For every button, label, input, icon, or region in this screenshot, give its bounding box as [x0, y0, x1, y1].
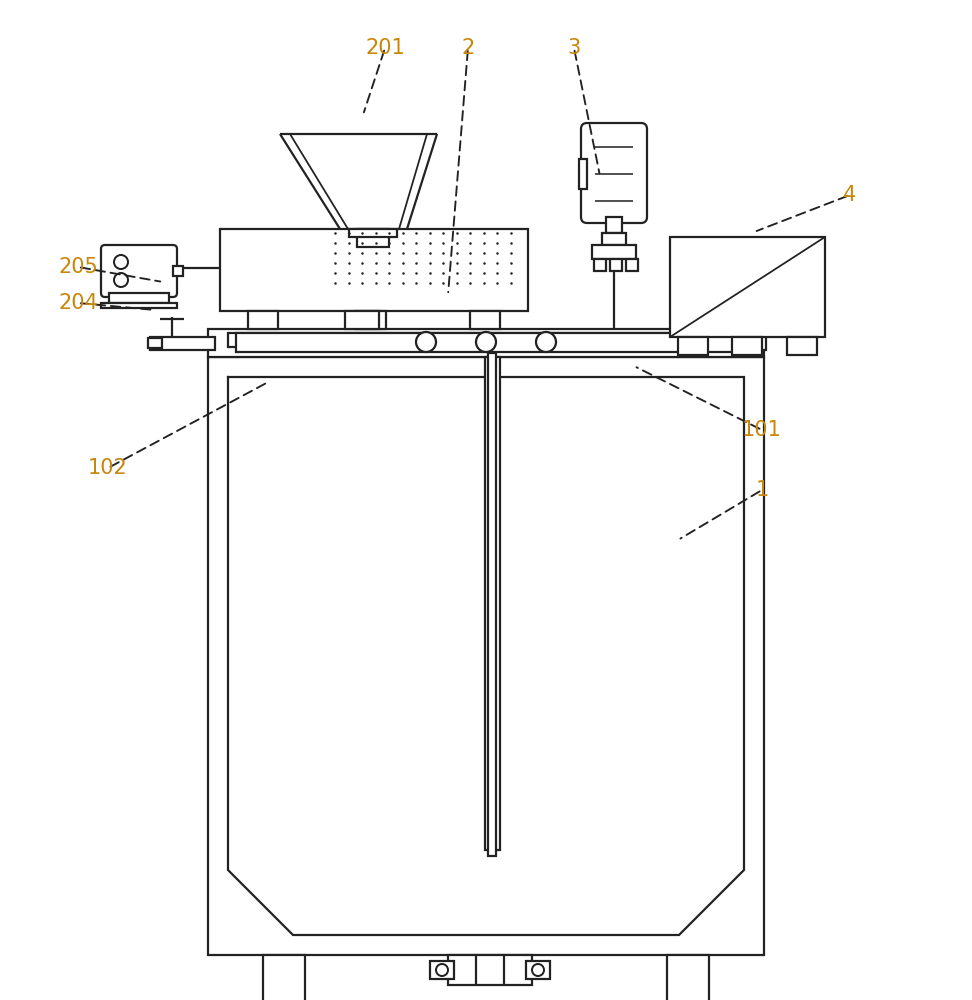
Text: 2: 2: [462, 38, 474, 58]
Bar: [592, 245, 636, 259]
Bar: [626, 259, 638, 271]
Bar: [606, 217, 622, 233]
Bar: [356, 311, 386, 329]
Bar: [263, 955, 305, 1000]
Bar: [357, 229, 389, 247]
Text: 101: 101: [743, 420, 781, 440]
Bar: [448, 955, 532, 985]
Bar: [236, 333, 736, 352]
Bar: [248, 311, 278, 329]
Bar: [208, 329, 764, 357]
Bar: [150, 337, 215, 350]
Text: 1: 1: [755, 480, 769, 500]
Circle shape: [114, 273, 128, 287]
Circle shape: [536, 332, 556, 352]
Bar: [667, 955, 709, 1000]
FancyBboxPatch shape: [581, 123, 647, 223]
Bar: [345, 311, 379, 329]
Bar: [101, 303, 177, 308]
Circle shape: [114, 255, 128, 269]
Bar: [148, 338, 162, 348]
Text: 4: 4: [844, 185, 856, 205]
Text: 3: 3: [568, 38, 580, 58]
Bar: [228, 333, 744, 347]
FancyBboxPatch shape: [101, 245, 177, 297]
Bar: [594, 259, 606, 271]
Bar: [602, 233, 626, 245]
Text: 201: 201: [365, 38, 405, 58]
Bar: [732, 337, 762, 355]
Bar: [678, 337, 708, 355]
Bar: [758, 335, 766, 350]
Bar: [670, 237, 825, 337]
Bar: [526, 961, 550, 979]
Bar: [787, 337, 817, 355]
Bar: [470, 311, 500, 329]
Text: 102: 102: [88, 458, 128, 478]
Bar: [610, 259, 622, 271]
Bar: [220, 229, 528, 311]
Bar: [349, 229, 397, 237]
Bar: [173, 266, 183, 276]
Text: 205: 205: [58, 257, 98, 277]
Circle shape: [416, 332, 436, 352]
Bar: [208, 357, 764, 955]
Circle shape: [436, 964, 448, 976]
Bar: [430, 961, 454, 979]
Text: 204: 204: [58, 293, 98, 313]
Circle shape: [476, 332, 496, 352]
Circle shape: [532, 964, 544, 976]
Bar: [485, 357, 500, 850]
Bar: [109, 293, 169, 303]
Bar: [488, 353, 496, 856]
Bar: [738, 336, 757, 349]
Bar: [579, 159, 587, 189]
